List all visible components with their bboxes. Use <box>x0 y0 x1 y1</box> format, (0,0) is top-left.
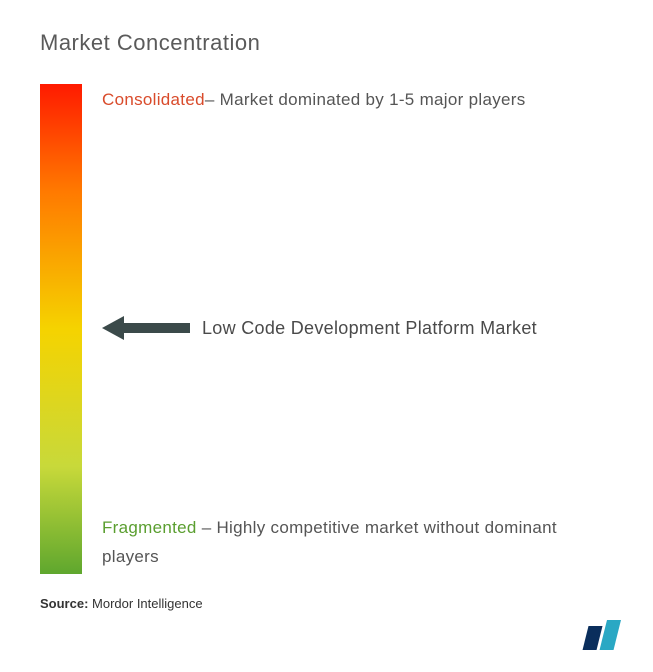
consolidated-text: – Market dominated by 1-5 major players <box>205 90 526 109</box>
fragmented-label: Fragmented – Highly competitive market w… <box>102 514 603 572</box>
source-value: Mordor Intelligence <box>92 596 203 611</box>
market-name: Low Code Development Platform Market <box>202 315 537 342</box>
consolidated-label: Consolidated– Market dominated by 1-5 ma… <box>102 86 603 115</box>
concentration-gradient-bar <box>40 84 82 574</box>
market-pointer: Low Code Development Platform Market <box>102 314 603 342</box>
arrow-left-icon <box>102 314 190 342</box>
content-area: Consolidated– Market dominated by 1-5 ma… <box>40 84 613 574</box>
fragmented-highlight: Fragmented <box>102 518 197 537</box>
brand-logo-icon <box>581 616 625 650</box>
source-line: Source: Mordor Intelligence <box>40 596 613 611</box>
page-title: Market Concentration <box>40 30 613 56</box>
labels-area: Consolidated– Market dominated by 1-5 ma… <box>82 84 613 574</box>
consolidated-highlight: Consolidated <box>102 90 205 109</box>
source-key: Source: <box>40 596 88 611</box>
infographic-container: Market Concentration Consolidated– Marke… <box>0 0 653 672</box>
